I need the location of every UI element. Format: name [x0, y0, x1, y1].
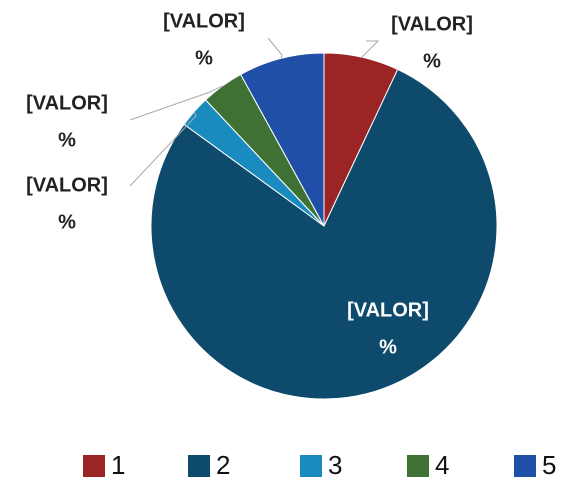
leader-line — [267, 37, 283, 59]
legend-swatch — [514, 455, 536, 477]
legend-swatch — [83, 455, 105, 477]
legend-label: 5 — [542, 450, 556, 480]
leader-line — [129, 111, 197, 187]
pie-slice — [150, 68, 498, 400]
legend-swatch — [188, 455, 210, 477]
legend-label: 4 — [435, 450, 449, 480]
legend-swatch — [407, 455, 429, 477]
data-label: % — [379, 336, 397, 358]
data-label: [VALOR] — [26, 174, 108, 196]
data-label: % — [58, 129, 76, 151]
data-label: % — [58, 211, 76, 233]
leader-line — [129, 85, 223, 121]
data-label: % — [195, 47, 213, 69]
data-label: [VALOR] — [26, 92, 108, 114]
legend-label: 2 — [216, 450, 230, 480]
legend-label: 3 — [328, 450, 342, 480]
leader-line — [361, 40, 380, 58]
data-label: [VALOR] — [347, 299, 429, 321]
data-label: % — [423, 50, 441, 72]
data-label: [VALOR] — [391, 13, 473, 35]
legend-label: 1 — [111, 450, 125, 480]
legend-swatch — [300, 455, 322, 477]
data-label: [VALOR] — [163, 10, 245, 32]
